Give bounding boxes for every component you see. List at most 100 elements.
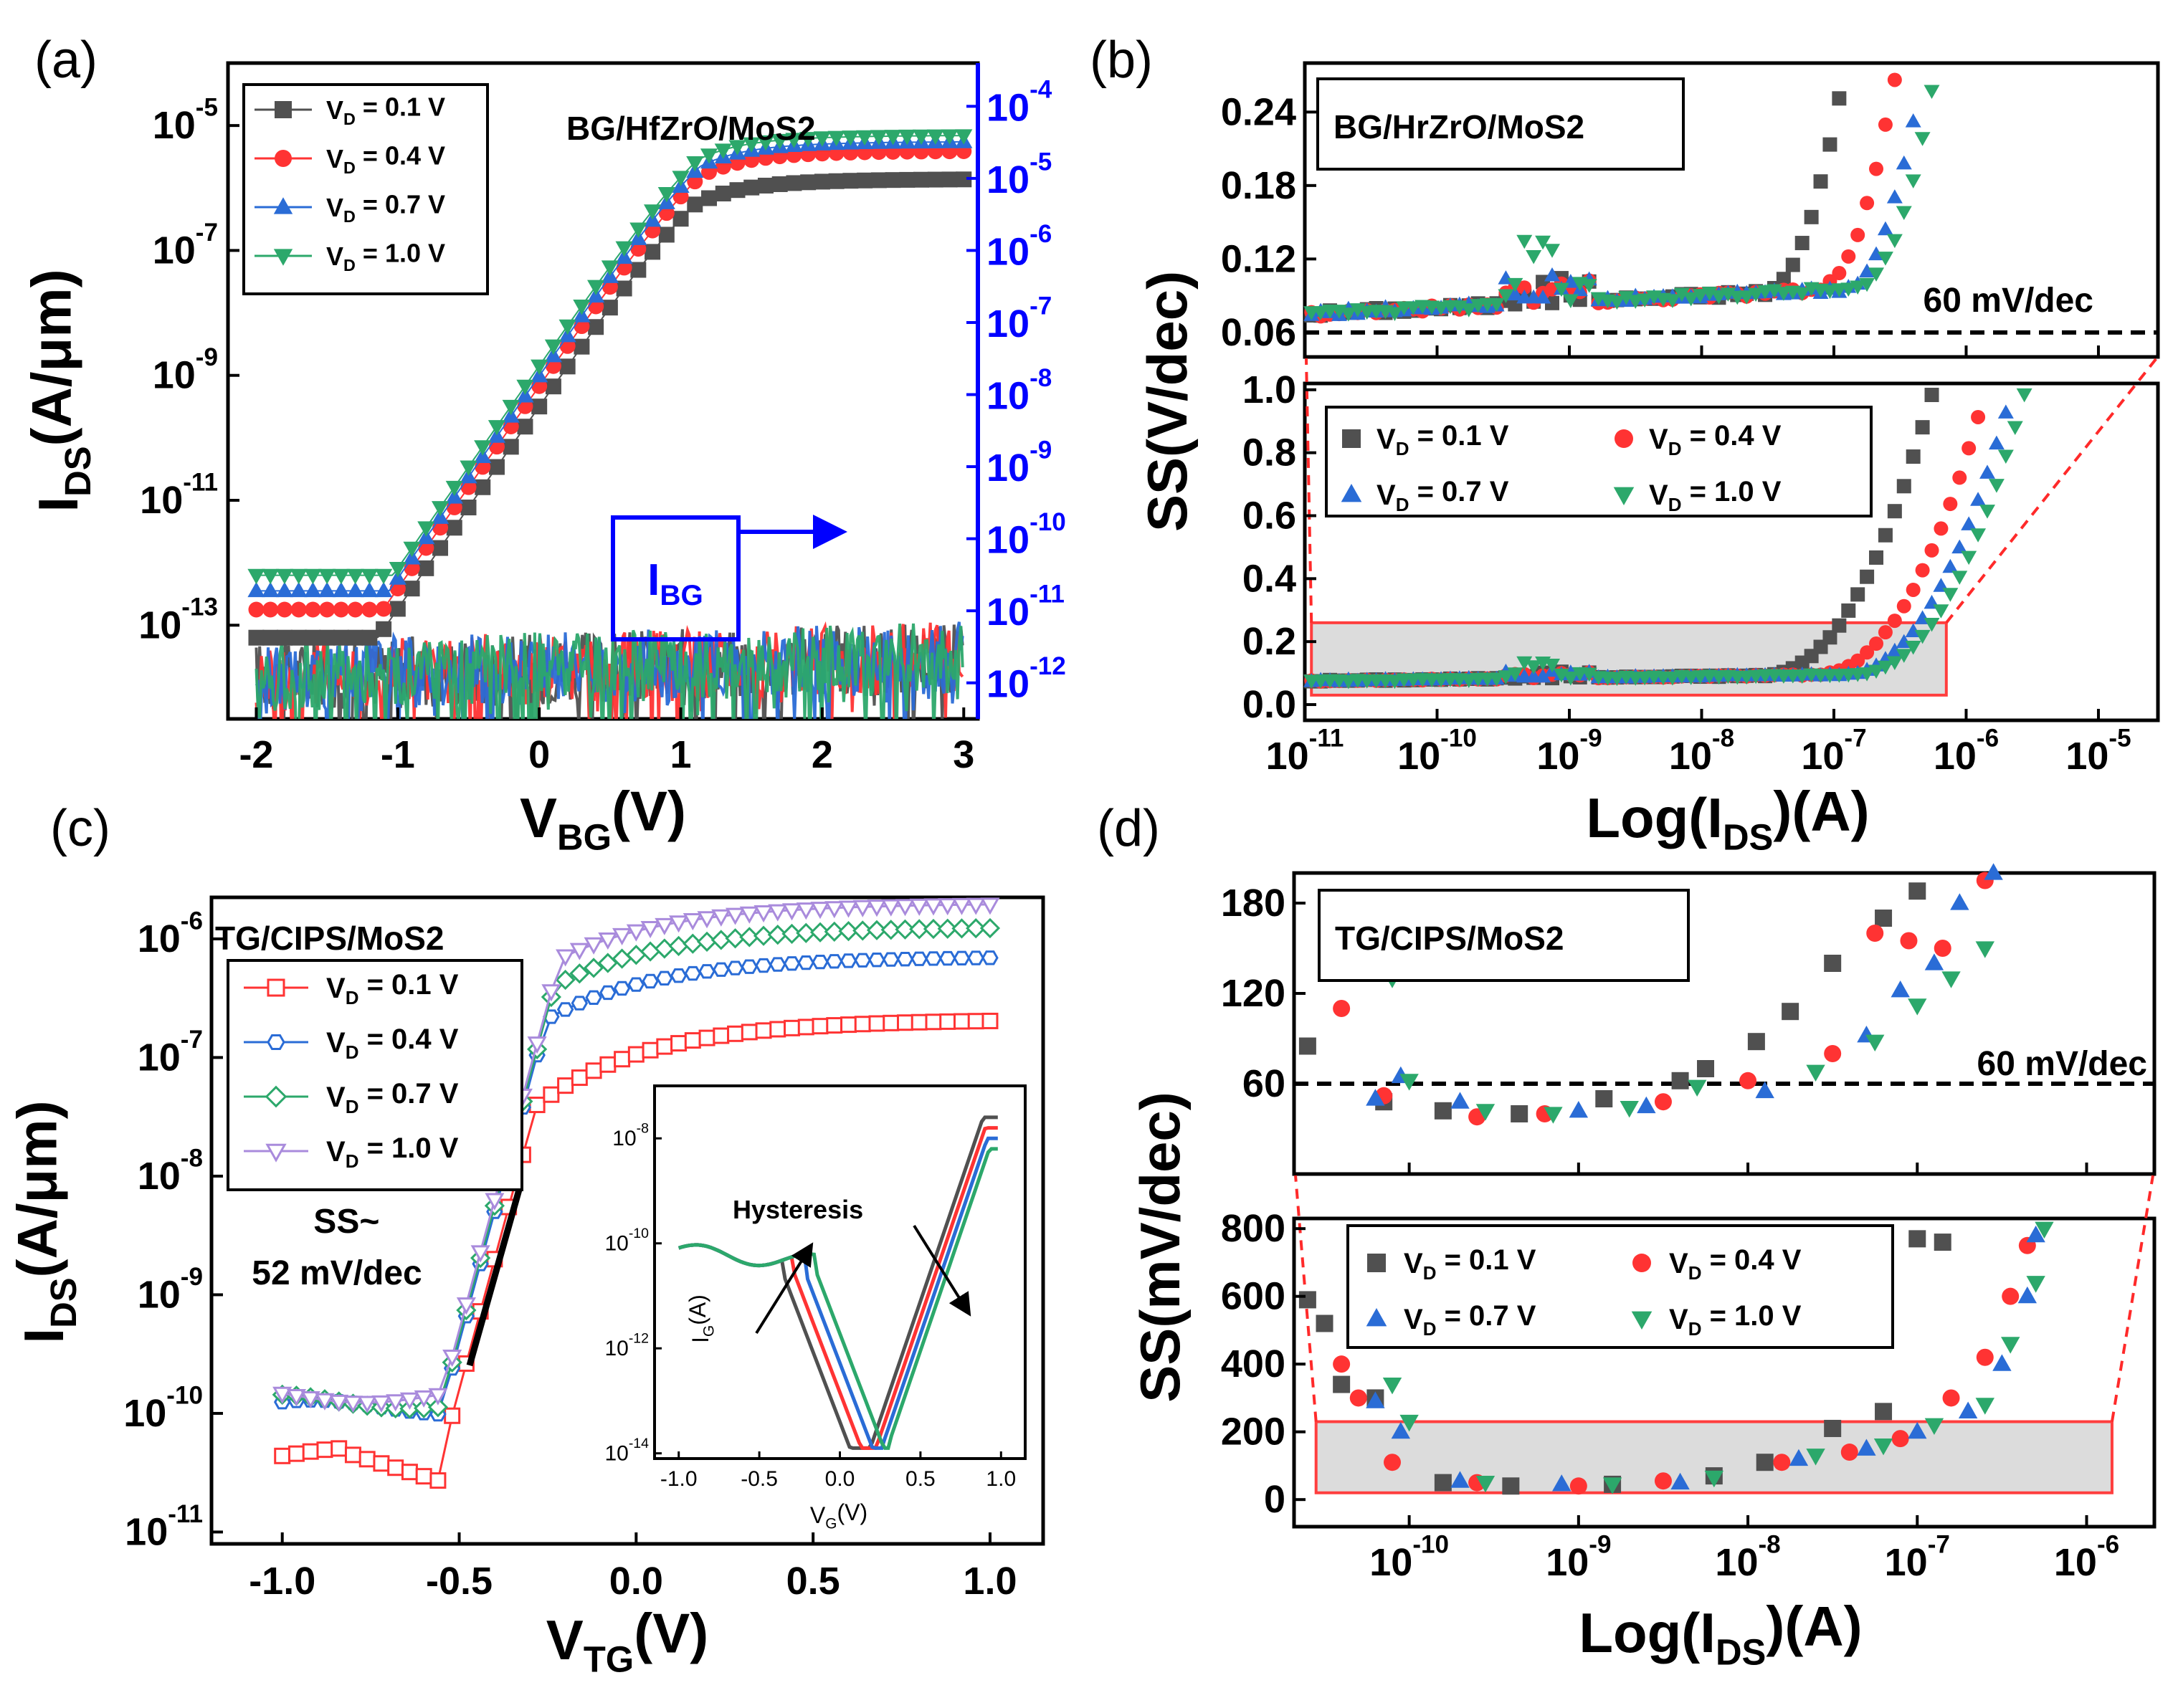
panel-c-legend-label: VD​ = 0.1 V (326, 969, 459, 1008)
panel-d-legend-entries: VD​ = 0.1 V VD​ = 0.4 V VD​ = 0.7 V VD​ = 1… (1366, 1244, 1802, 1340)
panel-a-data-point (516, 379, 534, 396)
panel-d-bottom-data-point (1602, 1477, 1622, 1494)
panel-b-legend-marker (1613, 487, 1635, 505)
panel-d-top-data-point (1688, 1079, 1707, 1097)
panel-b-top-data-point (1914, 132, 1931, 146)
panel-b-top-data-point (1581, 279, 1597, 293)
panel-b-bottom-data-point (1997, 404, 2014, 419)
panel-c-data-point (939, 1013, 956, 1030)
panel-a-data-point (290, 581, 308, 598)
panel-label-c: (c) (50, 800, 110, 857)
panel-c-data-point (854, 1016, 871, 1033)
panel-b-ylabel: SS(V/dec) (1136, 271, 1199, 532)
panel-c-data-point (428, 1388, 448, 1406)
panel-c-xlabel: VTG​(V) (546, 1601, 708, 1679)
panel-c-data-point (866, 920, 888, 940)
panel-c-legend-entries: VD​ = 0.1 V VD​ = 0.4 V VD​ = 0.7 V VD​ = 1… (244, 969, 459, 1172)
panel-a-legend-entries: VD​ = 0.1 V VD​ = 0.4 V VD​ = 0.7 V VD​ = 1… (255, 92, 445, 275)
panel-c-data-point (938, 898, 958, 916)
panel-c-data-point (556, 1002, 574, 1017)
panel-b-bottom-ytick-label: 0.4 (1242, 557, 1296, 600)
panel-b-top-ytick-label: 0.06 (1221, 311, 1296, 354)
panel-c-data-point (639, 941, 661, 962)
panel-b-bottom-data-point (1822, 630, 1837, 645)
panel-c-data-point (755, 958, 772, 973)
panel-c-data-point (868, 1015, 885, 1032)
panel-a-data-point (290, 629, 307, 646)
panel-c-title: TG/CIPS/MoS2 (215, 920, 444, 957)
panel-c-xtick-label: -0.5 (426, 1560, 493, 1603)
panel-b-top-data-point (1516, 234, 1533, 249)
panel-b-top-data-point (1832, 266, 1847, 281)
panel-a-data-point (361, 629, 378, 646)
panel-c-inset-arrow-left (755, 1242, 814, 1335)
panel-c-data-point (571, 996, 589, 1011)
panel-b-bottom-data-point (1526, 660, 1542, 674)
panel-b-bottom-data-point (1942, 588, 1959, 602)
panel-c-data-point (655, 917, 675, 935)
panel-a-data-point (376, 601, 392, 617)
panel-c-data-point (966, 918, 986, 939)
panel-b-ticks: 0.06 0.12 0.18 0.24 0.0 0.2 0.4 0.6 0.8 1.0 10-11​… (1221, 90, 2131, 778)
panel-c-ss-annotation: SS~ 52 mV/dec (252, 1203, 422, 1292)
panel-c-inset-xtick-label: 1.0 (986, 1467, 1016, 1491)
panel-d-top-frame (1292, 871, 2157, 1176)
panel-c-data-point (569, 943, 589, 960)
panel-b-top-data-point (1859, 263, 1875, 277)
panel-b-bottom-data-point (1841, 603, 1856, 618)
panel-a-data-point (346, 581, 364, 598)
panel-a-y2tick-label: 10-9​ (986, 436, 1052, 490)
panel-b-bottom-data-point (1997, 449, 2014, 464)
panel-b-bottom-data-point (1868, 664, 1885, 679)
panel-b-bottom-data-point (1498, 670, 1514, 684)
panel-d: 60 120 180 0 200 400 600 800 10-10​ 10-9​ 10-8​ 10-… (1128, 863, 2157, 1673)
panel-c-legend-label: VD​ = 0.4 V (326, 1024, 459, 1063)
panel-a-data-point (743, 179, 760, 196)
panel-b-top-ytick-label: 0.24 (1221, 90, 1296, 133)
panel-c-data-point (867, 900, 887, 917)
panel-a-data-point (304, 568, 322, 585)
panel-b-bottom-ytick-label: 0.2 (1242, 620, 1296, 663)
panel-a-xlabel: VBG​(V) (520, 779, 686, 857)
panel-c-data-point (371, 1395, 391, 1413)
panel-c-data-point (585, 1062, 602, 1079)
panel-d-top-data-point (1891, 981, 1910, 998)
panel-d-legend-label: VD​ = 0.7 V (1404, 1300, 1536, 1340)
panel-a-data-point (276, 601, 293, 618)
panel-c-inset-xlabel: VG​(V) (810, 1499, 867, 1532)
panel-b-bottom-data-point (1942, 558, 1959, 573)
panel-a-y2tick-label: 10-7​ (986, 292, 1052, 345)
panel-d-top-data-point (1875, 910, 1893, 927)
panel-b-top-data-point (1868, 267, 1885, 282)
panel-c-data-point (767, 925, 788, 945)
panel-d-bottom-data-point (2001, 1337, 2020, 1354)
panel-a-data-point (899, 171, 916, 188)
panel-d-top-data-point (1333, 1000, 1351, 1017)
panel-b-top-frame (1303, 61, 2160, 359)
panel-c-data-point (656, 970, 673, 986)
panel-b-bottom-data-point (1979, 464, 1995, 479)
panel-c-data-point (569, 963, 590, 984)
panel-a-data-point (374, 568, 393, 585)
panel-b-top-data-point (1877, 252, 1893, 266)
panel-b-top-data-point (1775, 287, 1792, 301)
panel-a-data-point (319, 629, 336, 646)
panel-b-xtick-label: 10-5​ (2065, 724, 2131, 778)
panel-a-data-point (729, 182, 746, 199)
panel-c-data-point (726, 960, 744, 975)
panel-a-data-point (374, 581, 393, 598)
panel-c-data-point (329, 1394, 349, 1412)
panel-c-data-point (626, 945, 647, 965)
panel-c-data-point (415, 1468, 432, 1485)
panel-b-bottom-data-point (1896, 649, 1912, 663)
panel-a-xtick-label: 2 (812, 733, 833, 776)
panel-b-top-data-point (1822, 137, 1837, 152)
panel-c-data-point (769, 957, 786, 972)
panel-a-y2tick-label: 10-10​ (986, 508, 1066, 562)
panel-a-data-point (460, 460, 477, 476)
panel-a-data-point (517, 419, 533, 435)
panel-b-bottom-data-point (1488, 672, 1505, 687)
panel-c-ytick-label: 10-9​ (138, 1263, 203, 1317)
panel-a-ibg-box (611, 515, 741, 641)
panel-b-plot-area (1303, 72, 2158, 697)
